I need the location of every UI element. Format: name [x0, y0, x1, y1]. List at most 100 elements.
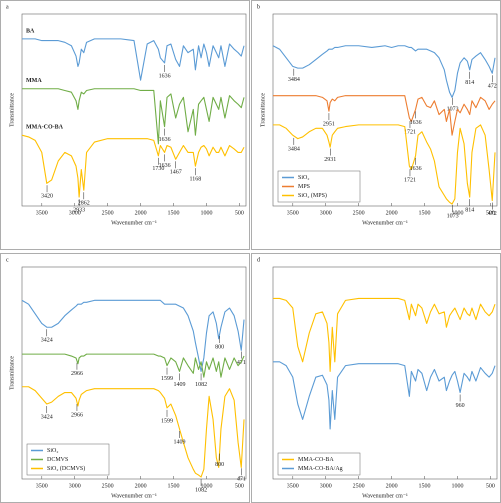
- peak-label: 814: [465, 80, 474, 86]
- spectrum-line: [273, 124, 496, 205]
- legend-label: SiO₂ (MPS): [298, 192, 327, 199]
- spectrum-line: [273, 95, 496, 136]
- peak-label: 3424: [41, 414, 53, 420]
- legend-label: MMA-CO-BA/Ag: [298, 466, 343, 472]
- x-tick-label: 2500: [102, 483, 114, 489]
- y-axis-label: Transmittance: [9, 356, 15, 390]
- x-tick-label: 500: [486, 483, 495, 489]
- peak-label: 1599: [161, 418, 173, 424]
- x-tick-label: 2500: [353, 210, 365, 216]
- peak-label: 1636: [159, 163, 171, 169]
- peak-label: 2931: [324, 157, 336, 163]
- x-tick-label: 2500: [353, 483, 365, 489]
- x-tick-label: 1000: [200, 483, 212, 489]
- legend-label: SiO₂: [298, 175, 309, 181]
- peak-label: 2933: [73, 207, 85, 213]
- x-axis-label: Wavenumber cm⁻¹: [111, 220, 157, 226]
- peak-label: 1721: [404, 129, 416, 135]
- x-tick-label: 500: [486, 210, 495, 216]
- x-tick-label: 1000: [451, 210, 463, 216]
- spectrum-line: [272, 45, 496, 98]
- x-tick-label: 3000: [320, 210, 332, 216]
- peak-label: 800: [215, 462, 224, 468]
- panel-label: c: [6, 257, 9, 263]
- peak-label: 814: [465, 207, 474, 213]
- panel-label: a: [6, 4, 9, 10]
- peak-label: 3484: [288, 146, 300, 152]
- peak-label: 471: [237, 360, 246, 366]
- peak-label: 472: [488, 84, 497, 90]
- peak-label: 2966: [71, 412, 83, 418]
- peak-label: 1073: [447, 213, 459, 219]
- peak-label: 2966: [71, 371, 83, 377]
- peak-label: 1073: [447, 106, 459, 112]
- x-tick-label: 2000: [135, 210, 147, 216]
- spectrum-line: [273, 361, 496, 430]
- peak-label: 3484: [288, 77, 300, 83]
- spectrum-line: [21, 134, 245, 198]
- y-axis-label: Transmittance: [260, 93, 266, 127]
- x-tick-label: 500: [235, 210, 244, 216]
- spectrum-line: [22, 38, 245, 81]
- y-axis-label: Transmittance: [9, 93, 15, 127]
- x-tick-label: 3000: [69, 483, 81, 489]
- x-tick-label: 3500: [287, 483, 299, 489]
- peak-label: 2862: [78, 201, 90, 207]
- peak-label: 1636: [159, 73, 171, 79]
- peak-label: 1636: [410, 120, 422, 126]
- spectrum-line: [21, 299, 245, 372]
- panel-border: [0, 0, 250, 250]
- legend-label: SiO₂: [47, 448, 58, 454]
- series-label: MMA-CO-BA: [26, 125, 64, 131]
- x-tick-label: 2000: [386, 483, 398, 489]
- peak-label: 960: [456, 403, 465, 409]
- peak-label: 1721: [404, 178, 416, 184]
- x-tick-label: 1000: [451, 483, 463, 489]
- peak-label: 1636: [410, 166, 422, 172]
- legend-box: [277, 452, 361, 476]
- peak-label: 2951: [323, 121, 335, 127]
- spectrum-line: [273, 297, 496, 372]
- peak-label: 800: [215, 344, 224, 350]
- peak-label: 471: [237, 477, 246, 483]
- x-tick-label: 2500: [102, 210, 114, 216]
- peak-label: 1730: [152, 166, 164, 172]
- peak-label: 1467: [170, 170, 182, 176]
- peak-label: 1409: [174, 439, 186, 445]
- x-tick-label: 3500: [36, 210, 48, 216]
- panel-label: b: [257, 4, 260, 10]
- legend-label: MPS: [298, 184, 310, 190]
- spectrum-line: [22, 88, 245, 145]
- x-tick-label: 3500: [287, 210, 299, 216]
- spectrum-line: [22, 386, 245, 478]
- x-axis-label: Wavenumber cm⁻¹: [111, 493, 157, 499]
- legend-label: SiO₂ (DCMVS): [47, 465, 85, 472]
- x-tick-label: 3500: [36, 483, 48, 489]
- x-tick-label: 2000: [386, 210, 398, 216]
- peak-label: 1082: [195, 487, 207, 493]
- peak-label: 472: [488, 211, 497, 217]
- x-tick-label: 3000: [320, 483, 332, 489]
- peak-label: 3420: [41, 194, 53, 200]
- peak-label: 1168: [190, 177, 202, 183]
- x-axis-label: Wavenumber cm⁻¹: [362, 220, 408, 226]
- peak-label: 3424: [41, 338, 53, 344]
- x-tick-label: 1500: [168, 483, 180, 489]
- series-label: MMA: [26, 78, 42, 84]
- plot-frame: [21, 266, 247, 480]
- panel-label: d: [257, 257, 260, 263]
- x-tick-label: 3000: [69, 210, 81, 216]
- legend-label: MMA-CO-BA: [298, 457, 334, 463]
- plot-frame: [21, 13, 247, 207]
- x-tick-label: 1000: [200, 210, 212, 216]
- series-label: BA: [26, 28, 35, 34]
- peak-label: 1636: [159, 137, 171, 143]
- x-tick-label: 1500: [168, 210, 180, 216]
- peak-label: 1082: [195, 382, 207, 388]
- plot-frame: [272, 13, 498, 207]
- x-tick-label: 1500: [419, 483, 431, 489]
- legend-label: DCMVS: [47, 457, 68, 463]
- plot-frame: [272, 266, 498, 480]
- x-tick-label: 500: [235, 483, 244, 489]
